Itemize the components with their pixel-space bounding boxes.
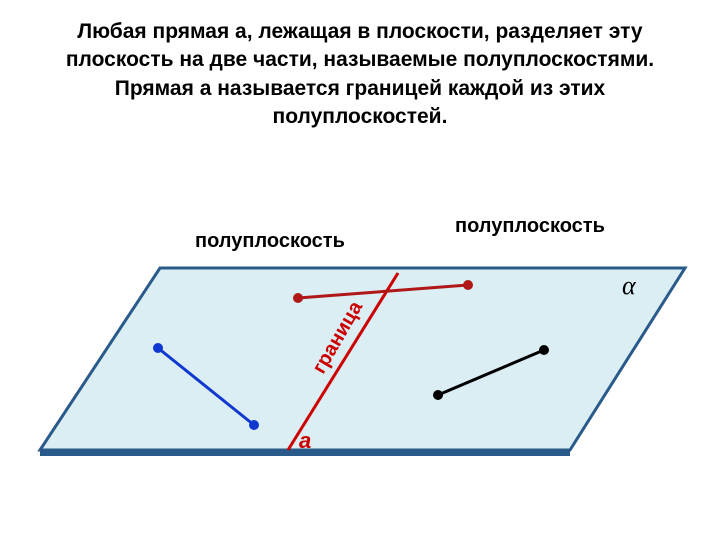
- halfplane-label-right: полуплоскость: [455, 215, 605, 238]
- segment-black-endpoint: [433, 390, 443, 400]
- segment-red-endpoint: [463, 280, 473, 290]
- segment-blue-endpoint: [249, 420, 259, 430]
- plane-alpha-label: α: [622, 271, 637, 300]
- halfplane-label-left: полуплоскость: [195, 230, 345, 253]
- geometry-diagram: граница α: [0, 0, 720, 540]
- line-a-label: a: [299, 428, 311, 454]
- segment-black-endpoint: [539, 345, 549, 355]
- segment-red-endpoint: [293, 293, 303, 303]
- plane-parallelogram: [40, 268, 685, 450]
- segment-blue-endpoint: [153, 343, 163, 353]
